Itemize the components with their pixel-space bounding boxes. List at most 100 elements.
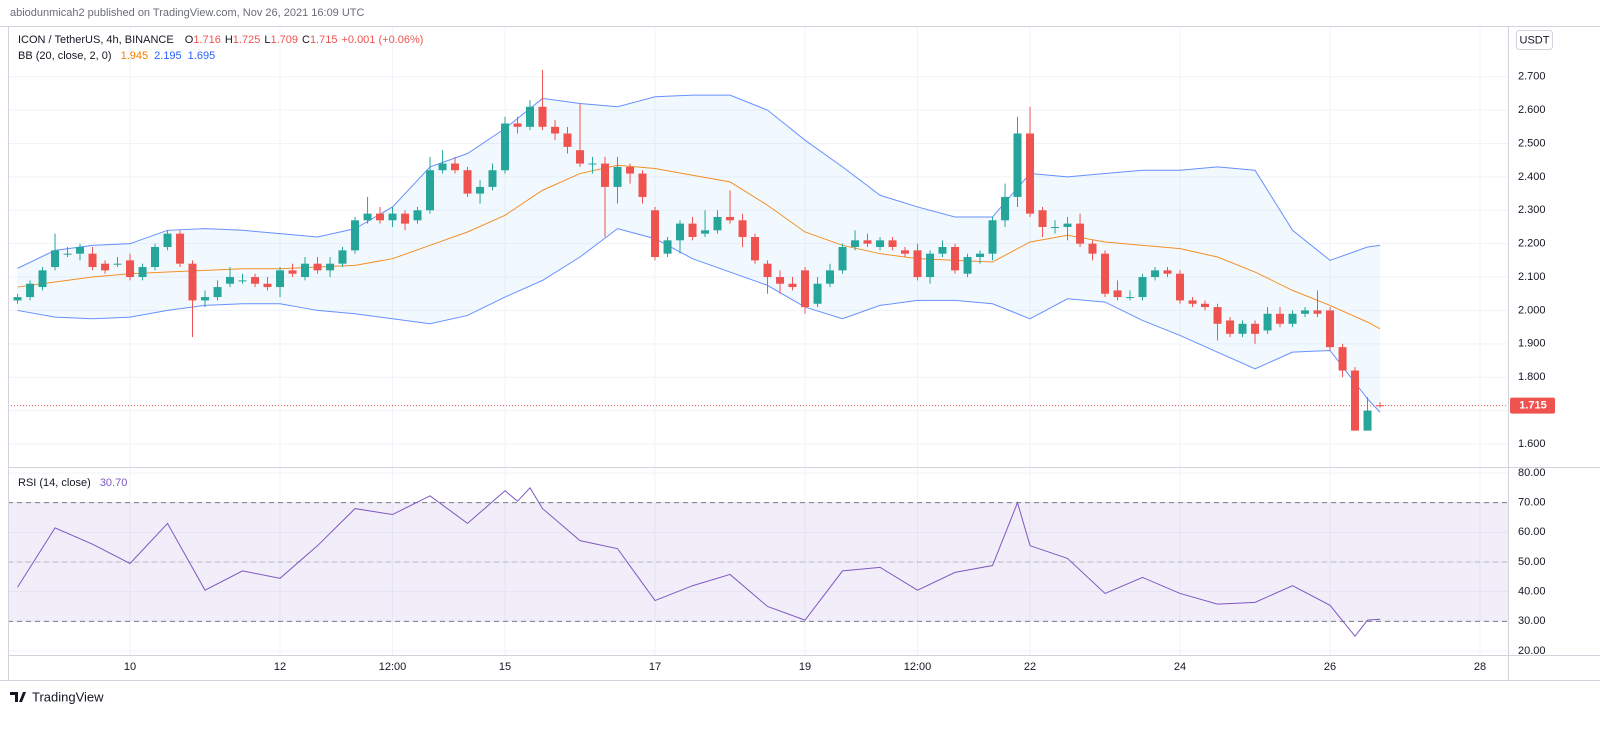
candle-body xyxy=(1263,313,1272,331)
candle-body xyxy=(476,186,485,194)
y-tick-label: 30.00 xyxy=(1518,615,1546,627)
candle-body xyxy=(1351,370,1359,431)
y-tick-label: 1.600 xyxy=(1518,438,1546,450)
candle-body xyxy=(1026,133,1035,214)
y-tick-label: 2.200 xyxy=(1518,238,1546,250)
x-tick-label: 12:00 xyxy=(904,661,932,673)
y-tick-label: 1.800 xyxy=(1518,371,1546,383)
candle-body xyxy=(1088,243,1097,254)
candle-body xyxy=(363,213,372,221)
candle-body xyxy=(551,126,560,134)
ohlc-key: C xyxy=(302,34,310,46)
y-tick-label: 2.100 xyxy=(1518,271,1546,283)
x-tick-label: 12 xyxy=(274,661,286,673)
x-tick-label: 28 xyxy=(1474,661,1486,673)
candle-body xyxy=(176,233,185,264)
candle-body xyxy=(1176,273,1185,301)
candle-body xyxy=(651,210,660,258)
y-tick-label: 60.00 xyxy=(1518,526,1546,538)
candle-body xyxy=(726,216,735,221)
candle-body xyxy=(1163,270,1172,274)
candle-body xyxy=(1288,313,1297,324)
candle-body xyxy=(1151,270,1160,278)
candle-body xyxy=(738,220,747,237)
candle-body xyxy=(526,106,534,127)
candle-body xyxy=(863,240,872,244)
candle-body xyxy=(113,263,122,265)
candle-body xyxy=(576,150,585,164)
y-tick-label: 2.400 xyxy=(1518,171,1546,183)
y-tick-label: 20.00 xyxy=(1518,645,1546,657)
candle-body xyxy=(901,250,909,254)
candle-body xyxy=(1251,323,1260,334)
candle-body xyxy=(701,230,710,234)
candle-body xyxy=(513,123,522,127)
y-tick-label: 50.00 xyxy=(1518,556,1546,568)
candle-body xyxy=(1213,307,1222,324)
candle-body xyxy=(238,280,247,282)
bb-line xyxy=(17,164,1381,330)
candle-body xyxy=(626,166,635,174)
candle-body xyxy=(1101,253,1110,294)
candle-body xyxy=(688,223,697,237)
candle-body xyxy=(888,240,897,247)
candle-body xyxy=(1326,310,1335,348)
footer-logo[interactable]: TradingView xyxy=(10,689,104,704)
bb-line xyxy=(17,94,1381,269)
last-price-tag xyxy=(1510,397,1555,414)
logo-icon xyxy=(10,692,26,702)
y-tick-label: 2.300 xyxy=(1518,204,1546,216)
bb-label: BB (20, close, 2, 0) xyxy=(18,50,112,62)
y-tick-label: 2.500 xyxy=(1518,137,1546,149)
candle-body xyxy=(751,236,759,261)
x-tick-label: 10 xyxy=(124,661,136,673)
ohlc-key: O xyxy=(185,34,194,46)
x-tick-label: 15 xyxy=(499,661,511,673)
candle-body xyxy=(876,240,885,247)
candle-body xyxy=(501,123,510,171)
y-tick-label: 2.600 xyxy=(1518,104,1546,116)
candle-body xyxy=(1376,405,1385,407)
bb-band-fill xyxy=(17,95,1381,413)
candle-body xyxy=(1038,210,1047,227)
currency-box[interactable] xyxy=(1516,30,1553,50)
bb-value: 2.195 xyxy=(154,50,182,62)
candle-body xyxy=(801,270,810,308)
candle-body xyxy=(713,216,722,231)
candle-body xyxy=(951,247,960,271)
candle-body xyxy=(1363,410,1372,431)
y-tick-label: 70.00 xyxy=(1518,497,1546,509)
marks xyxy=(8,70,1508,637)
bb-value: 1.945 xyxy=(121,50,149,62)
candle-body xyxy=(251,277,260,284)
candle-body xyxy=(376,213,384,221)
ohlc-value: 1.709 xyxy=(270,34,298,46)
candle-body xyxy=(563,133,572,147)
ohlc-value: 1.716 xyxy=(193,34,221,46)
candle-body xyxy=(851,240,860,247)
bb-value: 1.695 xyxy=(188,50,216,62)
candle-body xyxy=(976,253,984,258)
candle-body xyxy=(813,283,822,304)
candle-body xyxy=(1201,303,1209,308)
candle-body xyxy=(426,170,435,211)
candle-body xyxy=(326,263,335,271)
x-tick-label: 19 xyxy=(799,661,811,673)
ohlc-key: H xyxy=(225,34,233,46)
y-tick-label: 2.000 xyxy=(1518,304,1546,316)
x-tick-label: 26 xyxy=(1324,661,1336,673)
candle-body xyxy=(413,210,422,221)
candle-body xyxy=(613,166,622,187)
candle-body xyxy=(788,283,797,288)
candle-body xyxy=(913,250,922,278)
candle-body xyxy=(1276,313,1284,324)
candle-body xyxy=(838,247,847,271)
rsi-legend: RSI (14, close) 30.70 xyxy=(18,477,127,489)
candle-body xyxy=(76,247,84,254)
candle-body xyxy=(338,250,347,264)
y-tick-label: 40.00 xyxy=(1518,586,1546,598)
candle-body xyxy=(926,253,935,278)
candle-body xyxy=(301,263,309,278)
